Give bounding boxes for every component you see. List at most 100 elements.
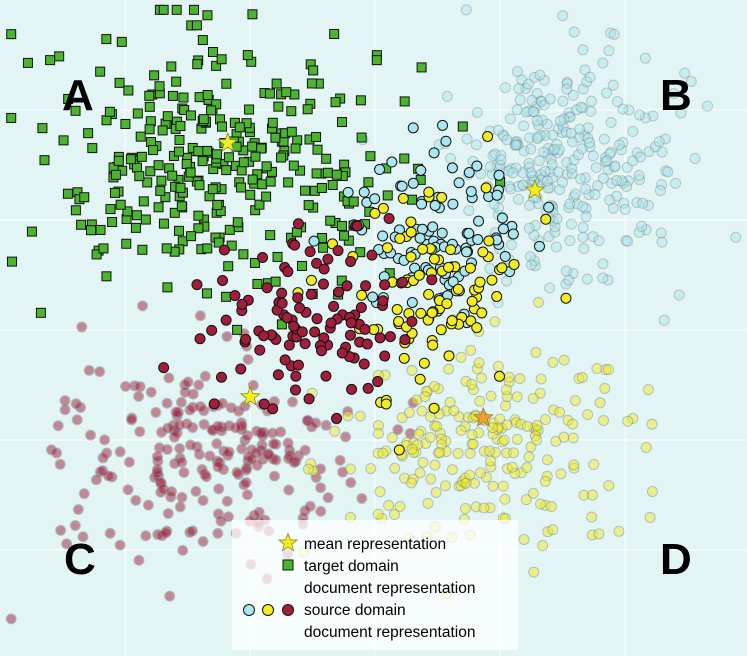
point-B	[507, 167, 519, 179]
point-B	[609, 160, 621, 172]
point-D	[558, 354, 570, 366]
point-D	[394, 500, 406, 512]
point-B	[623, 104, 635, 116]
point-B	[617, 177, 629, 189]
point-A	[185, 110, 196, 121]
point-B	[619, 203, 631, 215]
point-mixed-yellow	[394, 233, 406, 245]
point-B	[563, 274, 575, 286]
point-B	[590, 162, 602, 174]
point-mixed-red	[377, 295, 389, 307]
point-A	[337, 117, 348, 128]
point-D	[389, 508, 401, 520]
point-mixed-cyan	[342, 186, 354, 198]
point-mixed-cyan	[308, 235, 320, 247]
point-B	[544, 165, 556, 177]
point-C	[133, 390, 145, 402]
point-A	[136, 151, 147, 162]
point-A	[70, 105, 81, 116]
point-A	[407, 194, 418, 205]
point-C	[213, 483, 225, 495]
point-mixed-yellow	[474, 276, 486, 288]
point-A	[104, 106, 115, 117]
point-mixed-yellow	[428, 253, 440, 265]
point-mixed-red	[292, 359, 304, 371]
point-D	[646, 418, 658, 430]
point-D	[586, 489, 598, 501]
point-B	[662, 166, 674, 178]
point-B	[598, 133, 610, 145]
point-mixed-red	[345, 317, 357, 329]
point-C	[175, 396, 187, 408]
point-A	[356, 132, 367, 143]
point-A	[138, 196, 149, 207]
point-B	[569, 188, 581, 200]
point-mixed-red	[235, 363, 247, 375]
point-B	[547, 144, 559, 156]
point-D	[535, 373, 547, 385]
point-A	[308, 65, 319, 76]
point-B	[497, 129, 509, 141]
point-mixed-cyan	[493, 169, 505, 181]
point-A	[291, 227, 302, 238]
point-mixed-yellow	[466, 295, 478, 307]
point-C	[151, 451, 163, 463]
point-B	[531, 115, 543, 127]
point-mixed-yellow	[393, 444, 405, 456]
point-A	[206, 105, 217, 116]
mean-star-B	[524, 179, 546, 200]
point-mixed-red	[279, 354, 291, 366]
point-B	[470, 139, 482, 151]
point-C	[150, 406, 162, 418]
point-A	[54, 51, 65, 62]
point-B	[617, 137, 629, 149]
point-C	[130, 494, 142, 506]
point-B	[611, 96, 623, 108]
point-B	[564, 198, 576, 210]
point-A	[149, 70, 160, 81]
point-C	[283, 484, 295, 496]
point-mixed-yellow	[486, 274, 498, 286]
point-B	[689, 153, 701, 165]
point-mixed-red	[322, 253, 334, 265]
point-C	[286, 396, 298, 408]
point-A	[211, 99, 222, 110]
point-B	[527, 106, 539, 118]
point-A	[245, 189, 256, 200]
legend-target-square-icon	[282, 559, 294, 571]
point-mixed-cyan	[358, 186, 370, 198]
legend-source-red-icon	[282, 604, 294, 616]
point-B	[607, 79, 619, 91]
point-A	[70, 205, 81, 216]
point-B	[541, 118, 553, 130]
point-A	[158, 218, 169, 229]
point-B	[538, 99, 550, 111]
point-B	[659, 133, 671, 145]
point-A	[365, 151, 376, 162]
point-A	[110, 169, 121, 180]
point-C	[176, 456, 188, 468]
point-B	[461, 133, 473, 145]
point-C	[240, 477, 252, 489]
point-B	[656, 179, 668, 191]
point-mixed-red	[320, 370, 332, 382]
point-C	[54, 458, 66, 470]
point-A	[261, 161, 272, 172]
point-A	[457, 121, 468, 132]
point-D	[455, 424, 467, 436]
point-D	[576, 371, 588, 383]
point-C	[246, 453, 258, 465]
point-D	[465, 344, 477, 356]
point-D	[439, 480, 451, 492]
point-A	[83, 128, 94, 139]
point-A	[290, 143, 301, 154]
point-C	[193, 379, 205, 391]
point-D	[416, 405, 428, 417]
point-D	[567, 418, 579, 430]
point-B	[577, 231, 589, 243]
point-B	[549, 221, 561, 233]
point-mixed-yellow	[393, 315, 405, 327]
point-mixed-cyan	[446, 162, 458, 174]
point-C	[78, 488, 90, 500]
point-D	[511, 433, 523, 445]
